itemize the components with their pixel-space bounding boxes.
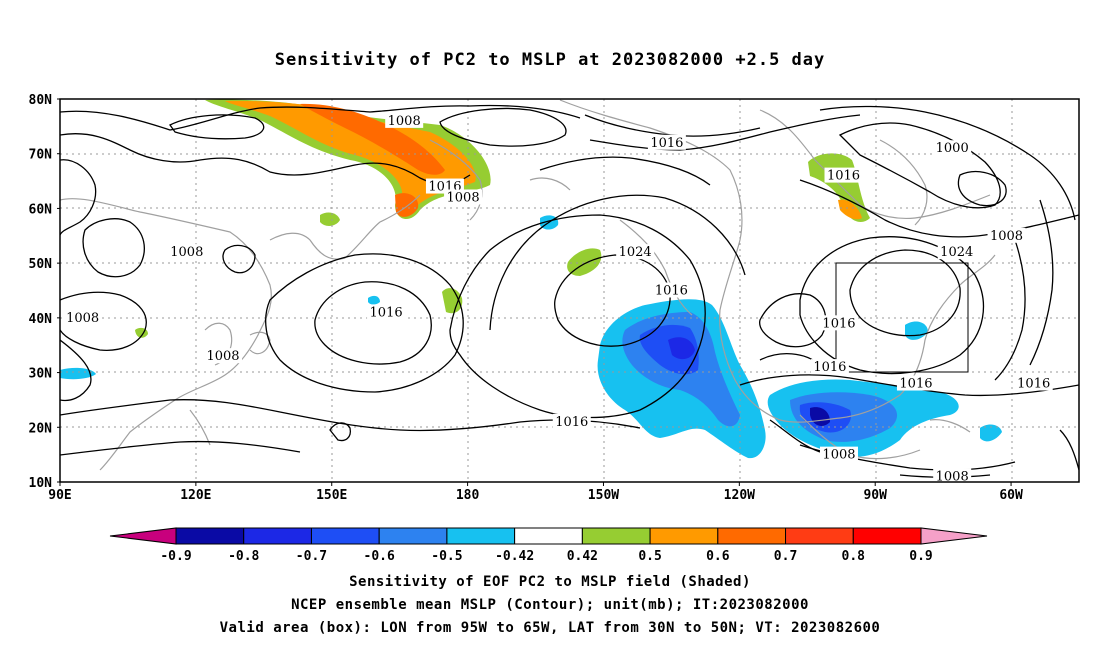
colorbar-segment (446, 527, 516, 545)
colorbar-segment (785, 527, 854, 545)
lat-tick-label: 20N (29, 421, 53, 436)
lat-tick-label: 10N (29, 476, 53, 491)
isobar-label-bg (819, 446, 858, 462)
colorbar-segment (717, 527, 787, 545)
lon-tick-label: 90W (863, 488, 887, 503)
colorbar-tick-label: 0.42 (567, 549, 598, 564)
lat-tick-label: 50N (29, 257, 53, 272)
isobar-label: 1016 (827, 169, 860, 184)
colorbar-tick-label: -0.42 (495, 549, 534, 564)
isobar-label: 1024 (619, 245, 652, 260)
caption-shading: Sensitivity of EOF PC2 to MSLP field (Sh… (349, 574, 751, 590)
isobar-label: 1016 (370, 305, 403, 320)
isobar-label: 1008 (936, 470, 969, 485)
isobar-label-bg (552, 413, 591, 429)
lon-tick-label: 120E (180, 488, 211, 503)
lon-tick-label: 120W (724, 488, 755, 503)
isobar-label: 1016 (899, 377, 932, 392)
isobar-label-bg (647, 134, 686, 150)
isobar-label-bg (652, 282, 691, 298)
colorbar-segment (310, 527, 380, 545)
isobar-label: 1008 (388, 114, 421, 129)
lat-tick-label: 80N (29, 93, 53, 108)
isobar-label-bg (933, 468, 972, 482)
colorbar-segment (852, 527, 922, 545)
colorbar-tick-label: 0.9 (909, 549, 932, 564)
lat-tick-label: 70N (29, 148, 53, 163)
isobar-label: 1016 (655, 284, 688, 299)
colorbar-tick-label: 0.5 (638, 549, 661, 564)
isobar-label-bg (819, 315, 858, 331)
isobar-label-bg (385, 112, 424, 128)
isobar-label: 1016 (650, 136, 683, 151)
colorbar-segment (175, 527, 245, 545)
isobar-label: 1000 (936, 141, 969, 156)
lat-tick-label: 30N (29, 367, 53, 382)
isobar-label-bg (937, 244, 976, 260)
lon-tick-label: 180 (456, 488, 480, 503)
colorbar-end-high (920, 527, 988, 545)
colorbar-segment (378, 527, 448, 545)
mslp-contours (60, 104, 1079, 478)
isobar-label: 1008 (447, 190, 480, 205)
isobar-label-bg (1014, 375, 1053, 391)
colorbar: -0.9 -0.8 -0.7 -0.6 -0.5 -0.42 0.42 0.5 0.6 0.7 0.… (109, 527, 988, 564)
colorbar-tick-label: -0.5 (431, 549, 462, 564)
isobar-label: 1016 (813, 360, 846, 375)
lon-tick-label: 90E (48, 488, 71, 503)
isobar-label: 1008 (206, 349, 239, 364)
colorbar-tick-label: -0.8 (228, 549, 259, 564)
map-title: Sensitivity of PC2 to MSLP at 2023082000… (274, 50, 826, 70)
isobar-labels: 1008 1016 1000 1016 1008 1016 1008 1008 1024 1024… (63, 112, 1053, 485)
caption-contour: NCEP ensemble mean MSLP (Contour); unit(… (291, 597, 809, 613)
colorbar-end-low (109, 527, 177, 545)
colorbar-tick-label: 0.7 (774, 549, 797, 564)
isobar-label-bg (63, 309, 102, 325)
isobar-label-bg (896, 375, 935, 391)
isobar-label-bg (810, 359, 849, 375)
isobar-label-bg (933, 140, 972, 156)
isobar-label-bg (444, 189, 483, 205)
isobar-label: 1024 (940, 245, 973, 260)
isobar-label: 1016 (555, 415, 588, 430)
isobar-label: 1008 (822, 448, 855, 463)
longitude-labels: 90E 120E 150E 180 150W 120W 90W 60W (48, 482, 1023, 503)
colorbar-tick-label: -0.7 (296, 549, 327, 564)
lat-tick-label: 40N (29, 312, 53, 327)
isobar-label: 1016 (1017, 377, 1050, 392)
colorbar-segment (514, 527, 583, 545)
colorbar-segment (243, 527, 312, 545)
isobar-label: 1008 (170, 245, 203, 260)
lon-tick-label: 150W (588, 488, 619, 503)
lon-tick-label: 60W (999, 488, 1023, 503)
lat-tick-label: 60N (29, 202, 53, 217)
latitude-labels: 80N 70N 60N 50N 40N 30N 20N 10N (29, 93, 60, 491)
isobar-label-bg (167, 244, 206, 260)
lon-tick-label: 150E (316, 488, 347, 503)
isobar-label-bg (824, 167, 863, 183)
colorbar-tick-label: -0.6 (364, 549, 395, 564)
isobar-label-bg (987, 227, 1026, 243)
colorbar-tick-label: 0.6 (706, 549, 730, 564)
colorbar-segment (581, 527, 651, 545)
isobar-label-bg (616, 244, 655, 260)
colorbar-tick-label: -0.9 (160, 549, 191, 564)
map-plot-area: 1008 1016 1000 1016 1008 1016 1008 1008 1024 1024… (60, 99, 1079, 485)
colorbar-segment (649, 527, 719, 545)
map-frame (59, 98, 1080, 483)
isobar-label-bg (204, 348, 243, 364)
sensitivity-shading (60, 99, 1002, 459)
caption-valid-area: Valid area (box): LON from 95W to 65W, L… (219, 620, 881, 636)
isobar-label: 1008 (66, 311, 99, 326)
isobar-label-bg (367, 304, 406, 320)
colorbar-tick-label: 0.8 (842, 549, 866, 564)
isobar-label: 1008 (990, 229, 1023, 244)
isobar-label: 1016 (822, 316, 855, 331)
